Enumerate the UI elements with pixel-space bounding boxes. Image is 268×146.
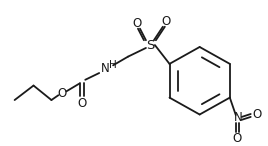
Text: N: N <box>233 111 242 124</box>
Text: N: N <box>101 62 110 75</box>
Text: S: S <box>146 39 154 52</box>
Text: O: O <box>161 15 170 28</box>
Text: O: O <box>78 97 87 110</box>
Text: O: O <box>252 108 261 121</box>
Text: O: O <box>232 132 241 145</box>
Text: O: O <box>58 87 67 100</box>
Text: O: O <box>132 17 142 30</box>
Text: H: H <box>109 60 117 70</box>
